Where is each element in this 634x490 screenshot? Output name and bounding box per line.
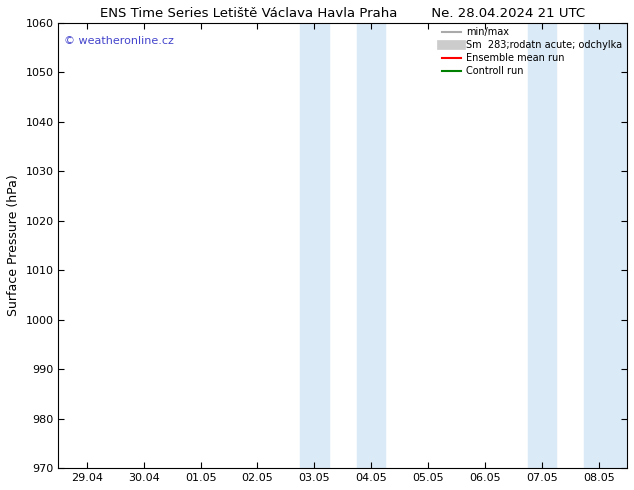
Legend: min/max, Sm  283;rodatn acute; odchylka, Ensemble mean run, Controll run: min/max, Sm 283;rodatn acute; odchylka, … bbox=[442, 27, 622, 76]
Bar bbox=[300, 23, 328, 468]
Title: ENS Time Series Letiště Václava Havla Praha        Ne. 28.04.2024 21 UTC: ENS Time Series Letiště Václava Havla Pr… bbox=[100, 7, 585, 20]
Bar bbox=[585, 23, 627, 468]
Text: © weatheronline.cz: © weatheronline.cz bbox=[64, 36, 174, 46]
Y-axis label: Surface Pressure (hPa): Surface Pressure (hPa) bbox=[7, 174, 20, 316]
Bar bbox=[527, 23, 556, 468]
Bar bbox=[357, 23, 385, 468]
